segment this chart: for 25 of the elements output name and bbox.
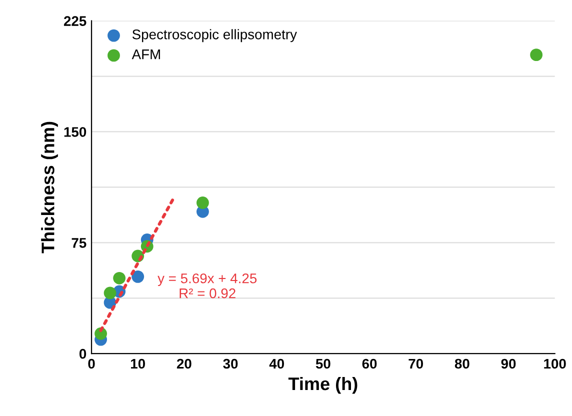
x-tick-label: 20 bbox=[176, 358, 192, 369]
point bbox=[196, 196, 209, 209]
x-tick-label: 50 bbox=[316, 358, 330, 369]
x-axis-title: Time (h) bbox=[288, 376, 358, 394]
x-tick-label: 80 bbox=[454, 358, 470, 369]
y-axis-title: Thickness (nm) bbox=[41, 122, 58, 254]
x-tick-label: 10 bbox=[131, 358, 146, 369]
annotation: y = 5.69x + 4.25 R² = 0.92 bbox=[158, 273, 257, 298]
point bbox=[132, 270, 144, 283]
point bbox=[104, 286, 116, 300]
y-tick-label: 150 bbox=[64, 127, 86, 137]
x-tick-label: 60 bbox=[362, 358, 377, 369]
x-tick-label: 0 bbox=[88, 358, 95, 369]
x-tick-label: 90 bbox=[501, 358, 516, 369]
y-tick-label: 225 bbox=[64, 16, 86, 26]
x-tick-label: 70 bbox=[408, 358, 423, 369]
legend-label: Spectroscopic ellipsometry bbox=[132, 29, 297, 42]
x-tick-label: 100 bbox=[544, 358, 566, 369]
y-tick-label: 0 bbox=[79, 348, 86, 359]
legend-label: AFM bbox=[132, 50, 160, 60]
x-tick-label: 30 bbox=[223, 358, 238, 369]
point bbox=[113, 272, 126, 284]
point bbox=[530, 48, 543, 62]
x-tick-label: 40 bbox=[269, 358, 284, 369]
y-tick-label: 75 bbox=[72, 238, 86, 248]
